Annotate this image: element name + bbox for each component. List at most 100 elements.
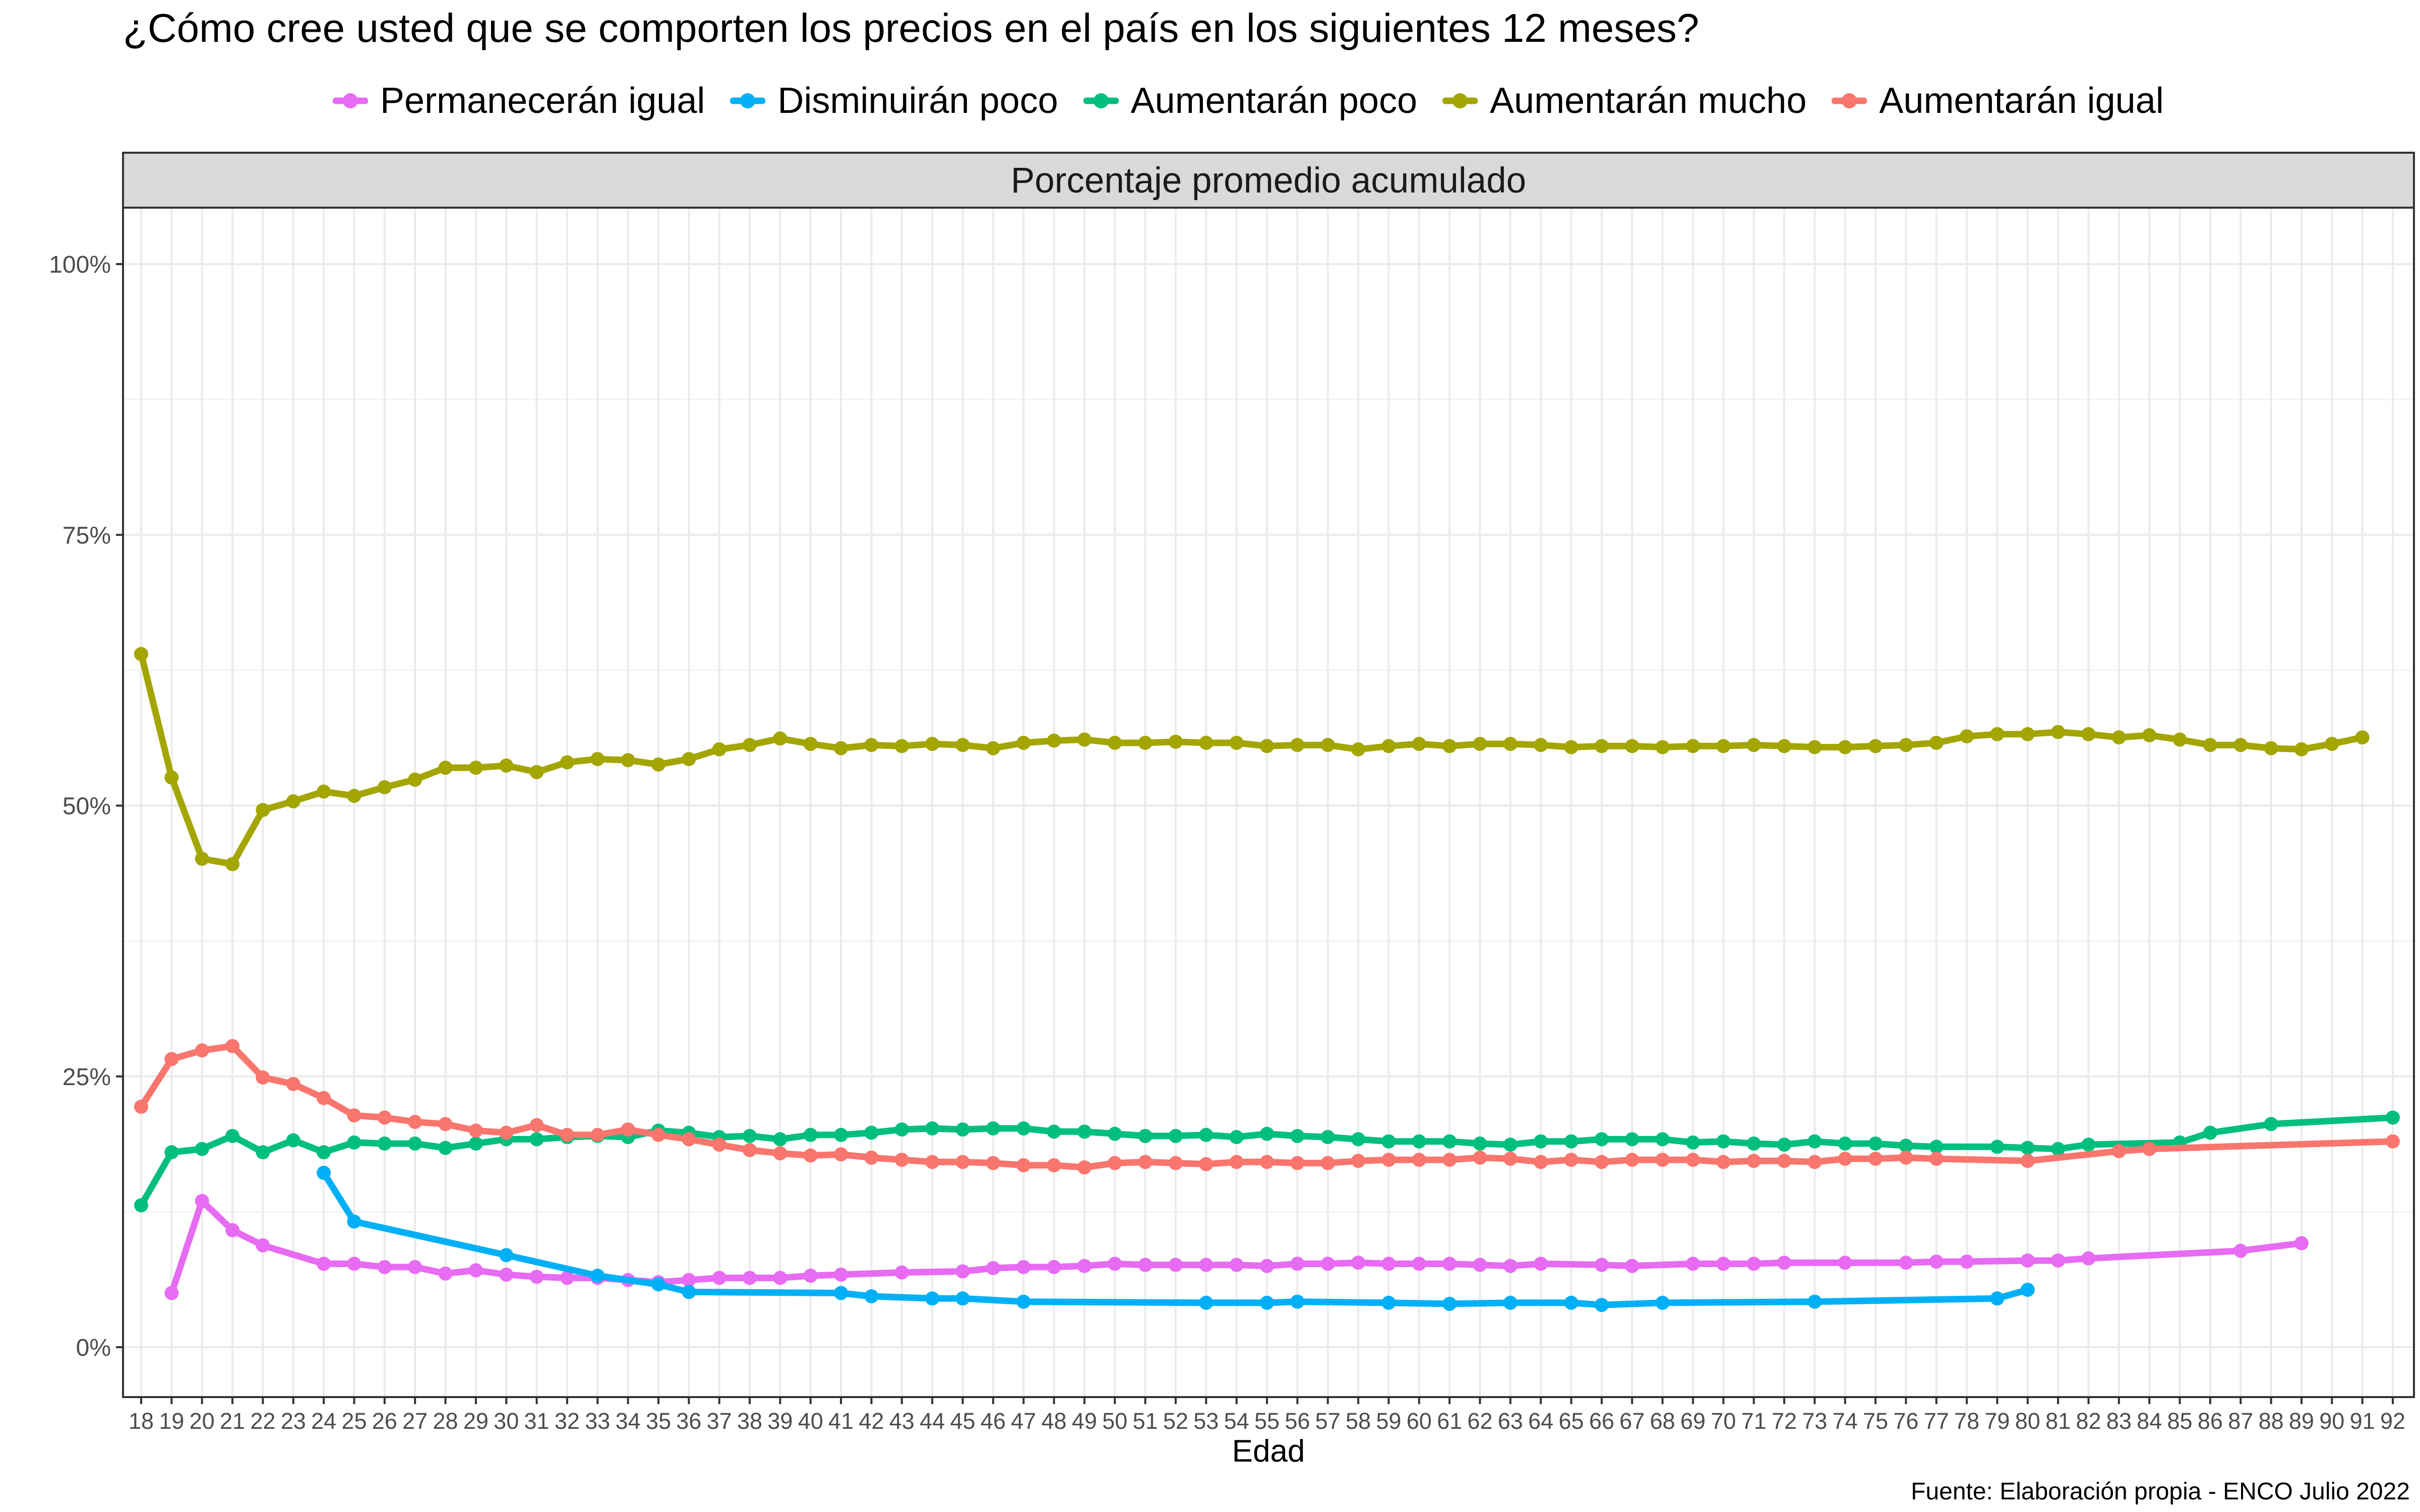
- x-tick-label: 30: [494, 1408, 519, 1434]
- data-point: [317, 1091, 331, 1105]
- data-point: [1260, 739, 1274, 753]
- data-point: [712, 1271, 727, 1285]
- data-point: [1016, 735, 1031, 750]
- data-point: [408, 1259, 422, 1274]
- data-point: [1594, 1257, 1609, 1272]
- data-point: [925, 1121, 940, 1136]
- data-point: [834, 741, 849, 755]
- data-point: [134, 1198, 148, 1213]
- legend-items: Permanecerán igual Disminuirán poco Aument…: [333, 76, 2189, 126]
- data-point: [2020, 1283, 2035, 1297]
- data-point: [1655, 1153, 1670, 1167]
- data-point: [377, 1259, 392, 1274]
- data-point: [1016, 1158, 1031, 1172]
- data-point: [1229, 735, 1244, 750]
- x-tick-label: 82: [2076, 1408, 2101, 1434]
- source-caption: Fuente: Elaboración propia - ENCO Julio …: [1911, 1478, 2410, 1505]
- data-point: [1564, 1134, 1579, 1149]
- data-point: [1473, 737, 1487, 751]
- data-point: [1047, 1259, 1061, 1274]
- data-point: [164, 1145, 179, 1160]
- x-tick-label: 60: [1407, 1408, 1432, 1434]
- x-tick-label: 68: [1650, 1408, 1675, 1434]
- x-tick-label: 43: [889, 1408, 915, 1434]
- data-point: [347, 1214, 361, 1229]
- data-point: [1381, 1256, 1396, 1271]
- data-point: [1168, 1257, 1183, 1272]
- x-tick-label: 57: [1315, 1408, 1341, 1434]
- x-tick-label: 50: [1102, 1408, 1127, 1434]
- data-point: [955, 1122, 970, 1137]
- data-point: [1960, 1254, 1974, 1269]
- data-point: [286, 1133, 300, 1148]
- data-point: [864, 738, 879, 752]
- data-point: [1077, 732, 1092, 747]
- data-point: [2203, 738, 2217, 752]
- data-point: [682, 1273, 696, 1287]
- legend-item: Disminuirán poco: [730, 80, 1058, 121]
- data-point: [864, 1150, 879, 1165]
- data-point: [1534, 1256, 1548, 1271]
- data-point: [560, 1271, 574, 1285]
- x-tick-label: 34: [616, 1408, 641, 1434]
- x-tick-label: 90: [2319, 1408, 2344, 1434]
- data-point: [1108, 735, 1122, 750]
- x-tick-label: 65: [1558, 1408, 1584, 1434]
- data-point: [164, 770, 179, 785]
- data-point: [1838, 1255, 1852, 1270]
- data-point: [1077, 1160, 1092, 1175]
- data-point: [682, 752, 696, 767]
- data-point: [1929, 1254, 1944, 1269]
- data-point: [1108, 1156, 1122, 1170]
- data-point: [743, 1271, 757, 1285]
- data-point: [894, 739, 909, 753]
- data-point: [408, 1115, 422, 1129]
- data-point: [803, 737, 818, 751]
- data-point: [2081, 1138, 2096, 1152]
- data-point: [894, 1122, 909, 1137]
- plot-panel: [123, 208, 2414, 1397]
- data-point: [1290, 738, 1305, 752]
- data-point: [1868, 1136, 1883, 1151]
- x-tick-label: 89: [2289, 1408, 2314, 1434]
- data-point: [468, 1123, 483, 1138]
- series-1: [317, 1166, 2035, 1312]
- data-point: [347, 789, 361, 803]
- data-point: [743, 1128, 757, 1143]
- data-point: [621, 1122, 635, 1137]
- data-point: [1929, 1140, 1944, 1154]
- data-point: [2386, 1134, 2400, 1149]
- data-point: [529, 1132, 544, 1147]
- data-point: [894, 1153, 909, 1167]
- data-point: [1473, 1150, 1487, 1165]
- x-tick-label: 29: [463, 1408, 489, 1434]
- data-point: [347, 1135, 361, 1150]
- data-point: [1746, 1136, 1761, 1151]
- x-tick-label: 83: [2106, 1408, 2132, 1434]
- data-point: [256, 803, 270, 817]
- data-point: [1594, 1132, 1609, 1147]
- data-point: [834, 1286, 849, 1300]
- x-tick-label: 25: [341, 1408, 367, 1434]
- data-point: [1960, 729, 1974, 743]
- data-point: [1990, 1291, 2005, 1306]
- x-tick-label: 32: [555, 1408, 580, 1434]
- data-point: [1503, 1152, 1518, 1166]
- data-point: [438, 1117, 453, 1131]
- data-point: [955, 1155, 970, 1169]
- data-point: [1199, 735, 1214, 750]
- data-point: [2051, 1142, 2066, 1156]
- legend-item: Permanecerán igual: [333, 80, 705, 121]
- data-point: [2233, 738, 2248, 752]
- data-point: [2020, 1141, 2035, 1155]
- data-point: [1229, 1155, 1244, 1169]
- data-point: [955, 738, 970, 752]
- x-tick-label: 81: [2045, 1408, 2071, 1434]
- data-point: [1199, 1127, 1214, 1142]
- x-tick-label: 38: [737, 1408, 762, 1434]
- x-tick-label: 88: [2259, 1408, 2284, 1434]
- data-point: [1625, 1258, 1640, 1273]
- data-point: [1625, 1153, 1640, 1167]
- data-point: [1807, 1294, 1822, 1309]
- legend-key: [333, 93, 368, 108]
